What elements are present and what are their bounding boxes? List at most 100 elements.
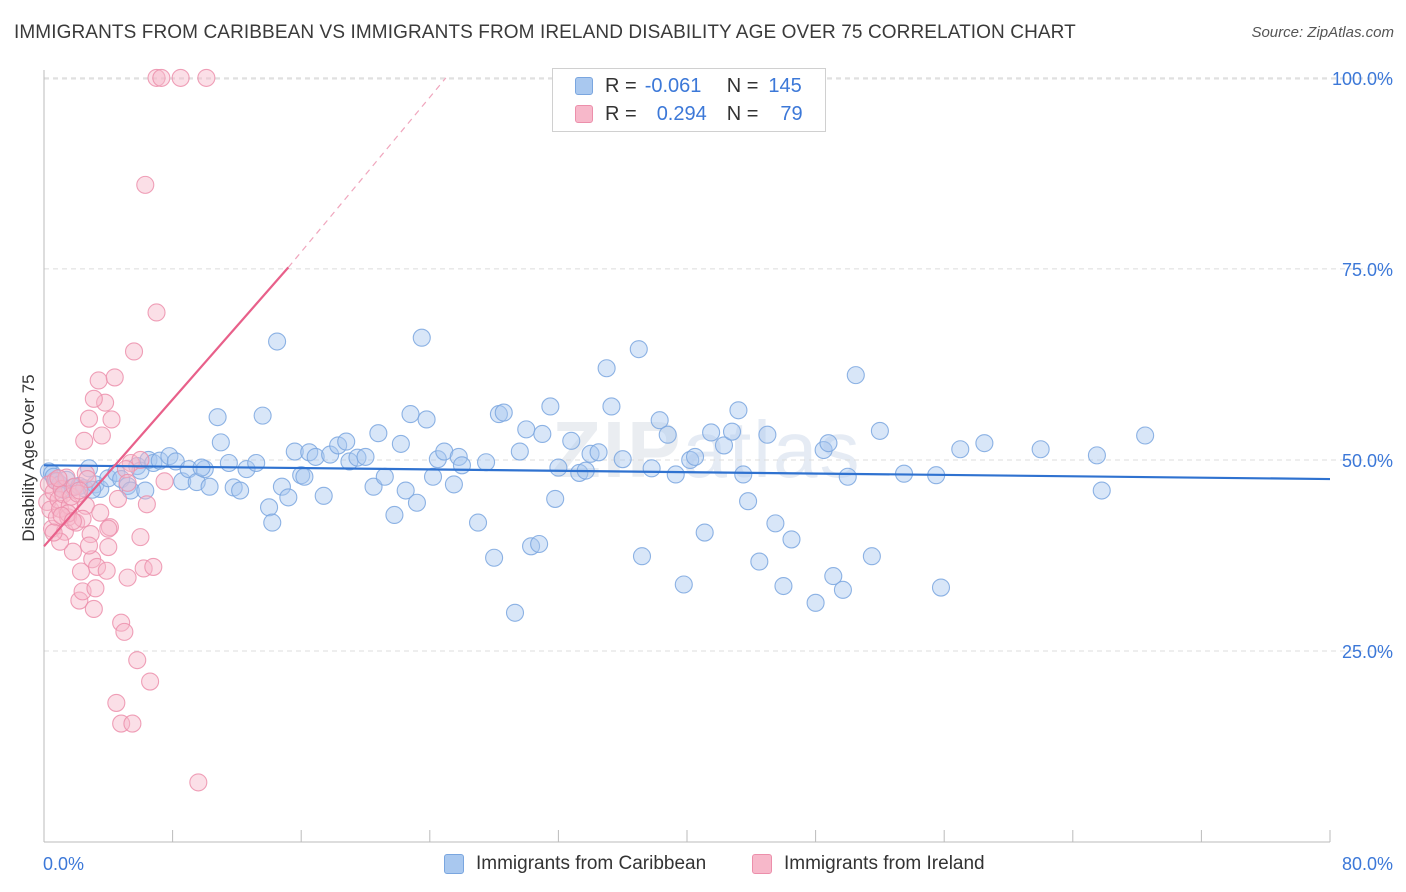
caribbean-point bbox=[517, 420, 536, 439]
axes bbox=[43, 70, 1331, 843]
ireland-point bbox=[118, 568, 137, 587]
caribbean-point bbox=[766, 514, 785, 533]
caribbean-point bbox=[549, 458, 568, 477]
ireland-point bbox=[105, 368, 124, 387]
caribbean-point bbox=[263, 513, 282, 532]
caribbean-point bbox=[268, 332, 287, 351]
ireland-point bbox=[86, 579, 105, 598]
caribbean-point bbox=[650, 411, 669, 430]
legend-swatch-ireland bbox=[575, 105, 593, 123]
caribbean-point bbox=[613, 450, 632, 469]
caribbean-point bbox=[819, 434, 838, 453]
legend-r-value: -0.061 bbox=[644, 74, 702, 97]
caribbean-point bbox=[758, 425, 777, 444]
caribbean-point bbox=[729, 401, 748, 420]
caribbean-point bbox=[681, 450, 700, 469]
caribbean-trend-line bbox=[43, 464, 1331, 481]
caribbean-point bbox=[306, 447, 325, 466]
caribbean-point bbox=[833, 580, 852, 599]
ireland-point bbox=[116, 460, 136, 479]
ireland-point bbox=[118, 473, 137, 492]
ireland-point bbox=[141, 672, 160, 691]
ireland-point bbox=[79, 536, 99, 555]
trend-lines bbox=[43, 77, 1331, 548]
caribbean-point bbox=[391, 434, 410, 453]
caribbean-point bbox=[505, 603, 525, 622]
ireland-point bbox=[155, 472, 174, 491]
legend-row-ireland: R = 0.294 N = 79 bbox=[575, 101, 803, 127]
ireland-trend-line bbox=[43, 266, 290, 548]
caribbean-point bbox=[533, 424, 552, 444]
bottom-legend-caribbean: Immigrants from Caribbean bbox=[444, 851, 706, 877]
axis-labels: 25.0% 50.0% 75.0% 100.0% 0.0% 80.0% Disability… bbox=[19, 69, 1393, 874]
y-axis-title: Disability Age Over 75 bbox=[19, 374, 38, 541]
caribbean-point bbox=[314, 486, 333, 505]
ireland-point bbox=[108, 489, 127, 508]
caribbean-point bbox=[632, 547, 652, 566]
watermark-light: atlas bbox=[682, 405, 862, 494]
caribbean-point bbox=[510, 442, 529, 461]
bottom-legend-swatch bbox=[444, 854, 464, 874]
caribbean-point bbox=[485, 548, 504, 567]
caribbean-point bbox=[838, 467, 857, 486]
caribbean-point bbox=[589, 443, 608, 462]
caribbean-point bbox=[477, 453, 496, 472]
caribbean-point bbox=[739, 492, 758, 511]
gridlines bbox=[44, 77, 1392, 652]
ireland-point bbox=[63, 542, 82, 561]
caribbean-point bbox=[412, 328, 431, 347]
legend-swatch-caribbean bbox=[575, 77, 593, 95]
caribbean-point bbox=[1092, 481, 1111, 500]
ireland-point bbox=[152, 68, 171, 87]
caribbean-point bbox=[494, 403, 513, 422]
caribbean-point bbox=[423, 467, 443, 486]
series-ireland-points bbox=[38, 68, 216, 792]
caribbean-point bbox=[208, 408, 227, 427]
ireland-point bbox=[144, 557, 163, 576]
y-tick-label: 100.0% bbox=[1332, 69, 1393, 89]
ireland-point bbox=[99, 519, 118, 538]
ireland-point bbox=[147, 303, 166, 322]
legend-row-caribbean: R = -0.061 N = 145 bbox=[575, 73, 802, 99]
caribbean-point bbox=[272, 477, 291, 496]
y-tick-label: 75.0% bbox=[1342, 260, 1393, 280]
caribbean-point bbox=[247, 453, 266, 473]
ireland-point bbox=[89, 371, 108, 390]
caribbean-point bbox=[774, 576, 793, 596]
caribbean-point bbox=[369, 424, 388, 443]
caribbean-point bbox=[806, 593, 825, 612]
caribbean-point bbox=[375, 467, 394, 486]
caribbean-point bbox=[546, 489, 565, 508]
bottom-legend-label: Immigrants from Caribbean bbox=[476, 853, 707, 874]
caribbean-point bbox=[666, 465, 685, 484]
caribbean-point bbox=[870, 421, 889, 440]
caribbean-point bbox=[468, 513, 488, 532]
caribbean-point bbox=[407, 493, 426, 512]
ireland-point bbox=[91, 503, 110, 522]
ireland-point bbox=[128, 651, 147, 670]
caribbean-point bbox=[702, 423, 721, 442]
caribbean-point bbox=[200, 477, 219, 496]
chart-title: IMMIGRANTS FROM CARIBBEAN VS IMMIGRANTS … bbox=[14, 22, 1076, 43]
ireland-point bbox=[87, 557, 107, 576]
caribbean-point bbox=[602, 397, 621, 416]
caribbean-point bbox=[931, 578, 951, 597]
caribbean-point bbox=[862, 547, 881, 566]
caribbean-point bbox=[253, 406, 272, 425]
ireland-trend-extension bbox=[287, 77, 447, 268]
caribbean-point bbox=[295, 467, 314, 486]
source-label: Source: ZipAtlas.com bbox=[1251, 24, 1394, 41]
ireland-point bbox=[147, 68, 166, 87]
ireland-point bbox=[107, 693, 126, 712]
caribbean-point bbox=[642, 459, 661, 478]
caribbean-point bbox=[452, 456, 472, 475]
caribbean-point bbox=[714, 436, 734, 455]
ireland-point bbox=[84, 389, 103, 408]
caribbean-point bbox=[562, 431, 581, 450]
caribbean-point bbox=[417, 410, 436, 429]
ireland-point bbox=[96, 393, 115, 412]
caribbean-point bbox=[396, 481, 415, 500]
caribbean-point bbox=[750, 552, 769, 571]
caribbean-point bbox=[1087, 446, 1106, 465]
